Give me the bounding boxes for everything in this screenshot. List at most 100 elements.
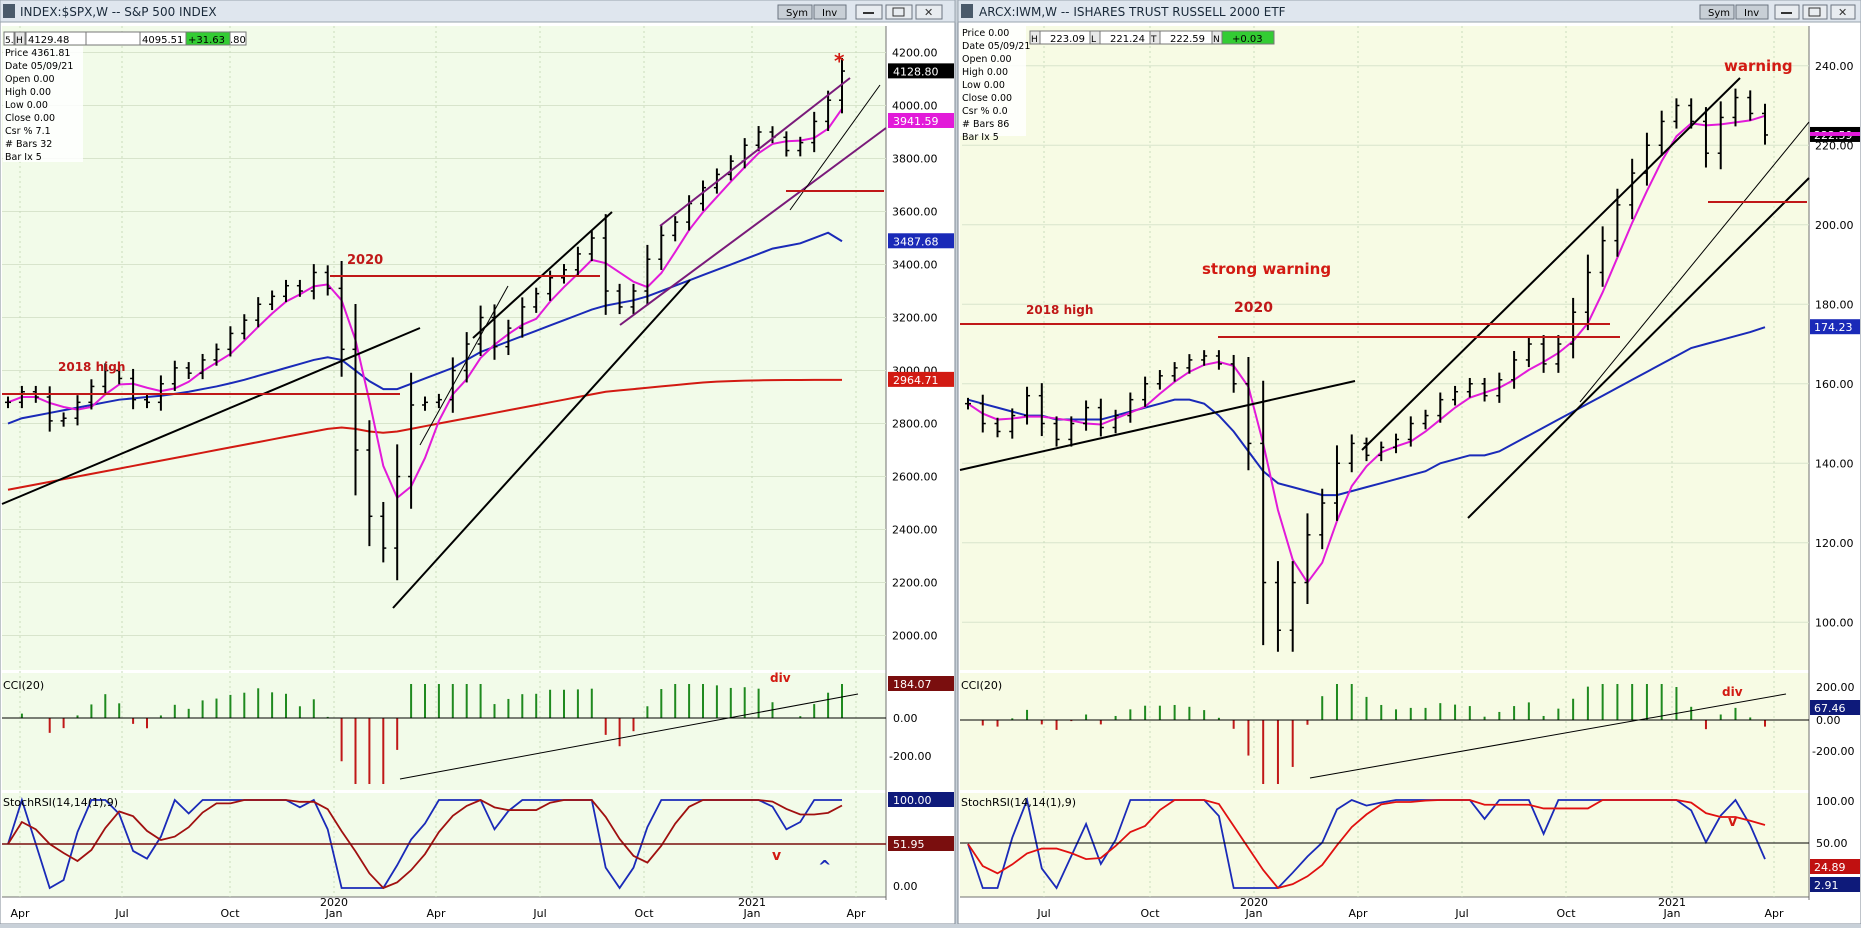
info-line: Bar Ix 5 [962, 132, 999, 143]
svg-text:222.59: 222.59 [1170, 34, 1205, 45]
y-tick-label: 140.00 [1815, 457, 1854, 470]
y-tick-label: 120.00 [1815, 537, 1854, 550]
svg-text:Inv: Inv [822, 8, 837, 19]
left-y-axis: 4200.00 4000.00 3800.00 3600.00 3400.00 3200.… [892, 47, 938, 643]
right-cci-tag: 67.46 [1810, 700, 1860, 715]
left-minimize-button[interactable] [855, 4, 883, 20]
left-close-button[interactable]: ✕ [915, 4, 943, 20]
window-app-icon [3, 4, 15, 18]
x-tick-label: 2021 [1658, 896, 1686, 909]
y-tick-label: 220.00 [1815, 139, 1854, 152]
price-tag-label: 4128.80 [893, 65, 939, 78]
left-purple-channel-bottom [619, 127, 887, 326]
svg-text:Sym: Sym [1708, 8, 1730, 19]
x-tick-label: Apr [1764, 907, 1784, 920]
right-trendlines [959, 77, 1810, 519]
right-minimize-button[interactable] [1774, 4, 1800, 20]
right-sym-button[interactable]: Sym [1699, 4, 1735, 20]
info-line: Close 0.00 [962, 93, 1012, 104]
left-cci-pane[interactable] [2, 673, 886, 790]
right-lower-channel-line [1467, 177, 1810, 519]
x-tick-label: Apr [1348, 907, 1368, 920]
left-cci-histogram [20, 684, 843, 784]
svg-text:50.00: 50.00 [1816, 837, 1848, 850]
right-inv-button[interactable]: Inv [1735, 4, 1769, 20]
left-info-panel: Price 4361.81 Date 05/09/21 Open 0.00 High … [3, 46, 83, 163]
left-window-title: INDEX:$SPX,W -- S&P 500 INDEX [20, 5, 217, 19]
right-price-gridlines [962, 26, 1809, 897]
left-price-tags: 4128.80 3941.59 3487.68 2964.71 [888, 63, 954, 387]
svg-text:0.00: 0.00 [1816, 714, 1841, 727]
price-tag-label: 2964.71 [893, 374, 939, 387]
left-trendlines [1, 77, 887, 609]
right-maximize-button[interactable] [1802, 4, 1828, 20]
x-tick-label: Jul [114, 907, 128, 920]
left-cci-tag: 184.07 [888, 676, 954, 691]
left-star-annotation: * [834, 49, 845, 73]
x-tick-label: Jan [743, 907, 761, 920]
svg-text:4095.51: 4095.51 [142, 35, 183, 46]
left-div-annotation: div [770, 671, 791, 685]
y-tick-label: 160.00 [1815, 378, 1854, 391]
info-line: Date 05/09/21 [962, 41, 1030, 52]
right-warning-annotation: warning [1724, 57, 1793, 75]
right-2018-high-label: 2018 high [1026, 303, 1093, 317]
left-inv-button[interactable]: Inv [813, 4, 847, 20]
y-tick-label: 2800.00 [892, 418, 938, 431]
info-line: Date 05/09/21 [5, 61, 73, 72]
left-200week-average-line [7, 378, 843, 491]
left-thin-steep-line [419, 285, 509, 446]
right-window-title: ARCX:IWM,W -- ISHARES TRUST RUSSELL 2000… [979, 5, 1286, 19]
short-average-series [7, 108, 843, 500]
left-sym-button[interactable]: Sym [777, 4, 813, 20]
info-line: Low 0.00 [5, 100, 48, 111]
svg-text:100.00: 100.00 [1816, 795, 1855, 808]
right-stoch-pane[interactable] [960, 793, 1809, 897]
price-tag-label: 174.23 [1814, 321, 1853, 334]
left-purple-channel-top [659, 77, 851, 227]
right-thin-trendline [1579, 121, 1810, 403]
price-tag [888, 63, 954, 79]
y-tick-label: 3400.00 [892, 259, 938, 272]
left-price-pane[interactable] [2, 26, 886, 670]
x-tick-label: Oct [1140, 907, 1160, 920]
right-close-button[interactable]: ✕ [1830, 4, 1856, 20]
right-cci-label: CCI(20) [961, 679, 1002, 692]
x-tick-label: Apr [426, 907, 446, 920]
svg-text:-200.00: -200.00 [1812, 745, 1854, 758]
right-price-pane[interactable] [960, 26, 1809, 670]
info-line: Price 0.00 [962, 28, 1009, 39]
info-line: High 0.00 [962, 67, 1008, 78]
right-price-bars [965, 88, 1768, 652]
left-cci-trendline [399, 693, 859, 780]
right-upper-channel-line [1361, 77, 1741, 451]
svg-text:+0.03: +0.03 [1232, 34, 1263, 45]
right-cci-pane[interactable] [960, 673, 1809, 790]
x-tick-label: Jul [1036, 907, 1050, 920]
left-2020-label: 2020 [347, 253, 383, 268]
left-covid-trendline [392, 279, 691, 609]
svg-text:184.07: 184.07 [893, 678, 932, 691]
maximize-icon [892, 7, 905, 17]
left-chart-window[interactable]: INDEX:$SPX,W -- S&P 500 INDEX Sym Inv ✕ … [0, 0, 956, 925]
right-info-panel: Price 0.00 Date 05/09/21 Open 0.00 High 0.0… [960, 26, 1030, 143]
x-tick-label: Jan [1663, 907, 1681, 920]
right-cci-histogram [981, 684, 1766, 784]
left-thin-trendline [789, 84, 881, 211]
left-caret-annotation: ^ [818, 857, 831, 876]
x-tick-label: Jul [532, 907, 546, 920]
svg-text:N: N [1213, 35, 1220, 45]
svg-text:100.00: 100.00 [893, 794, 932, 807]
left-stoch-label: StochRSI(14,14(1),9) [3, 796, 118, 809]
long-average-series [7, 378, 843, 491]
left-v-annotation: v [772, 848, 781, 864]
left-short-average-line [7, 108, 843, 500]
left-stoch-pane[interactable] [2, 793, 886, 897]
svg-text:51.95: 51.95 [893, 838, 925, 851]
right-chart-window[interactable]: ARCX:IWM,W -- ISHARES TRUST RUSSELL 2000… [957, 0, 1861, 925]
info-line: Open 0.00 [5, 74, 55, 85]
left-maximize-button[interactable] [885, 4, 913, 20]
x-tick-label: 2020 [320, 896, 348, 909]
y-tick-label: 3200.00 [892, 312, 938, 325]
